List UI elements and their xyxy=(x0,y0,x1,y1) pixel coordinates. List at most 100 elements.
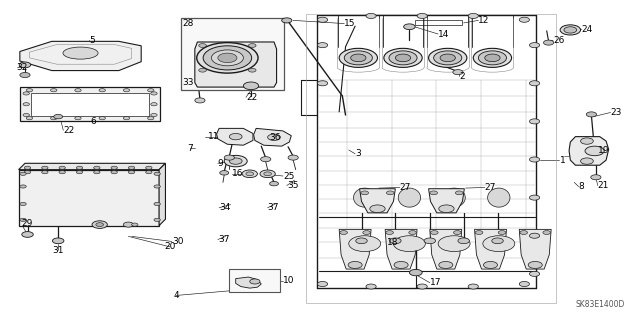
Circle shape xyxy=(99,89,106,92)
Text: 24: 24 xyxy=(582,25,593,34)
Circle shape xyxy=(92,221,108,228)
Text: 19: 19 xyxy=(598,146,609,155)
Circle shape xyxy=(111,171,117,174)
Circle shape xyxy=(129,171,134,174)
Polygon shape xyxy=(20,41,141,70)
Circle shape xyxy=(59,166,65,169)
Circle shape xyxy=(154,185,161,188)
Text: SK83E1400D: SK83E1400D xyxy=(576,300,625,309)
Circle shape xyxy=(591,175,601,180)
Circle shape xyxy=(248,68,256,72)
Text: 7: 7 xyxy=(187,144,193,153)
Text: 1: 1 xyxy=(559,156,565,165)
Circle shape xyxy=(586,112,596,117)
Circle shape xyxy=(453,70,463,75)
Text: 37: 37 xyxy=(218,235,229,244)
Text: 23: 23 xyxy=(611,108,622,117)
Circle shape xyxy=(151,92,157,95)
Circle shape xyxy=(51,117,57,120)
Circle shape xyxy=(24,166,31,169)
Text: 35: 35 xyxy=(287,181,298,190)
Circle shape xyxy=(468,284,478,289)
Polygon shape xyxy=(236,277,261,288)
Circle shape xyxy=(417,13,428,19)
Circle shape xyxy=(242,170,257,178)
Polygon shape xyxy=(195,42,276,87)
Circle shape xyxy=(585,146,604,156)
Circle shape xyxy=(366,13,376,19)
Circle shape xyxy=(248,44,256,48)
Circle shape xyxy=(146,166,152,169)
Circle shape xyxy=(229,158,242,164)
Circle shape xyxy=(22,232,33,237)
Text: 22: 22 xyxy=(246,93,257,102)
Circle shape xyxy=(148,117,154,120)
Text: 30: 30 xyxy=(172,237,183,246)
Circle shape xyxy=(52,238,64,244)
Text: 29: 29 xyxy=(21,219,33,228)
Circle shape xyxy=(456,191,463,195)
Circle shape xyxy=(317,17,328,22)
Circle shape xyxy=(520,231,527,234)
Text: 5: 5 xyxy=(89,36,95,45)
Circle shape xyxy=(498,231,506,234)
Circle shape xyxy=(154,218,161,221)
Circle shape xyxy=(151,103,157,106)
Circle shape xyxy=(348,262,362,269)
Ellipse shape xyxy=(63,47,98,59)
Text: 31: 31 xyxy=(52,246,64,255)
Circle shape xyxy=(410,269,422,276)
Circle shape xyxy=(148,89,154,92)
Circle shape xyxy=(250,279,260,284)
Polygon shape xyxy=(339,229,371,269)
Circle shape xyxy=(96,223,104,226)
Ellipse shape xyxy=(398,188,420,207)
Circle shape xyxy=(351,54,366,62)
Circle shape xyxy=(529,233,540,238)
Circle shape xyxy=(317,281,328,286)
Text: 6: 6 xyxy=(90,117,96,126)
Circle shape xyxy=(220,171,228,175)
Circle shape xyxy=(224,155,247,167)
Polygon shape xyxy=(216,128,253,145)
Circle shape xyxy=(75,89,81,92)
Circle shape xyxy=(529,195,540,200)
Circle shape xyxy=(483,262,497,269)
Text: 11: 11 xyxy=(207,132,219,141)
Circle shape xyxy=(23,92,29,95)
Circle shape xyxy=(26,117,33,120)
Circle shape xyxy=(243,82,259,90)
Circle shape xyxy=(42,171,48,174)
Circle shape xyxy=(390,238,401,244)
Circle shape xyxy=(440,54,456,62)
Circle shape xyxy=(124,117,130,120)
Text: 17: 17 xyxy=(430,278,442,287)
Text: 27: 27 xyxy=(484,183,496,192)
Circle shape xyxy=(93,171,100,174)
Text: 15: 15 xyxy=(344,19,356,28)
Text: 21: 21 xyxy=(598,181,609,190)
Circle shape xyxy=(439,262,453,269)
Text: 2: 2 xyxy=(460,72,465,81)
Circle shape xyxy=(20,218,26,221)
Circle shape xyxy=(431,231,438,234)
Circle shape xyxy=(195,98,205,103)
Circle shape xyxy=(396,54,411,62)
Circle shape xyxy=(124,222,134,227)
Circle shape xyxy=(196,43,258,73)
Circle shape xyxy=(229,133,242,140)
Circle shape xyxy=(409,231,417,234)
Circle shape xyxy=(543,40,554,45)
Polygon shape xyxy=(19,163,166,170)
Circle shape xyxy=(386,231,394,234)
Circle shape xyxy=(111,166,117,169)
Circle shape xyxy=(264,172,271,176)
Circle shape xyxy=(199,44,206,48)
Circle shape xyxy=(560,25,580,35)
Circle shape xyxy=(26,89,33,92)
Circle shape xyxy=(20,185,26,188)
Text: 20: 20 xyxy=(164,242,175,251)
Text: 8: 8 xyxy=(579,182,584,191)
Circle shape xyxy=(430,191,438,195)
Circle shape xyxy=(543,231,550,234)
